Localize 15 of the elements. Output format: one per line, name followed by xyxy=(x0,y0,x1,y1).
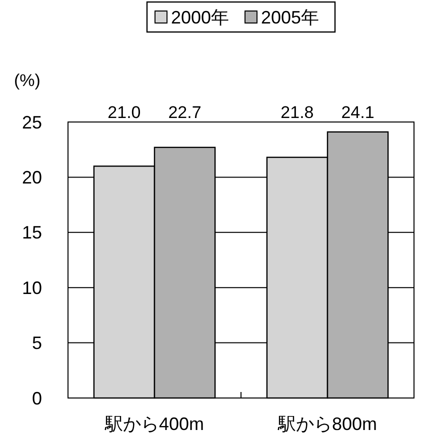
y-tick-label: 5 xyxy=(32,333,42,354)
x-tick-label: 駅から800m xyxy=(276,414,378,434)
y-tick-label: 10 xyxy=(22,278,42,298)
legend-label: 2005年 xyxy=(261,7,320,28)
y-tick-label: 0 xyxy=(32,388,42,408)
y-axis-title: (%) xyxy=(14,71,40,90)
legend-label: 2000年 xyxy=(171,7,230,28)
data-label: 21.8 xyxy=(280,103,314,122)
y-tick-label: 25 xyxy=(22,112,42,132)
data-label: 21.0 xyxy=(108,103,141,122)
y-tick-label: 15 xyxy=(22,222,42,243)
data-label: 24.1 xyxy=(341,103,374,122)
y-tick-label: 20 xyxy=(22,168,42,188)
data-label: 22.7 xyxy=(168,103,202,122)
x-tick-label: 駅から400m xyxy=(104,414,204,434)
